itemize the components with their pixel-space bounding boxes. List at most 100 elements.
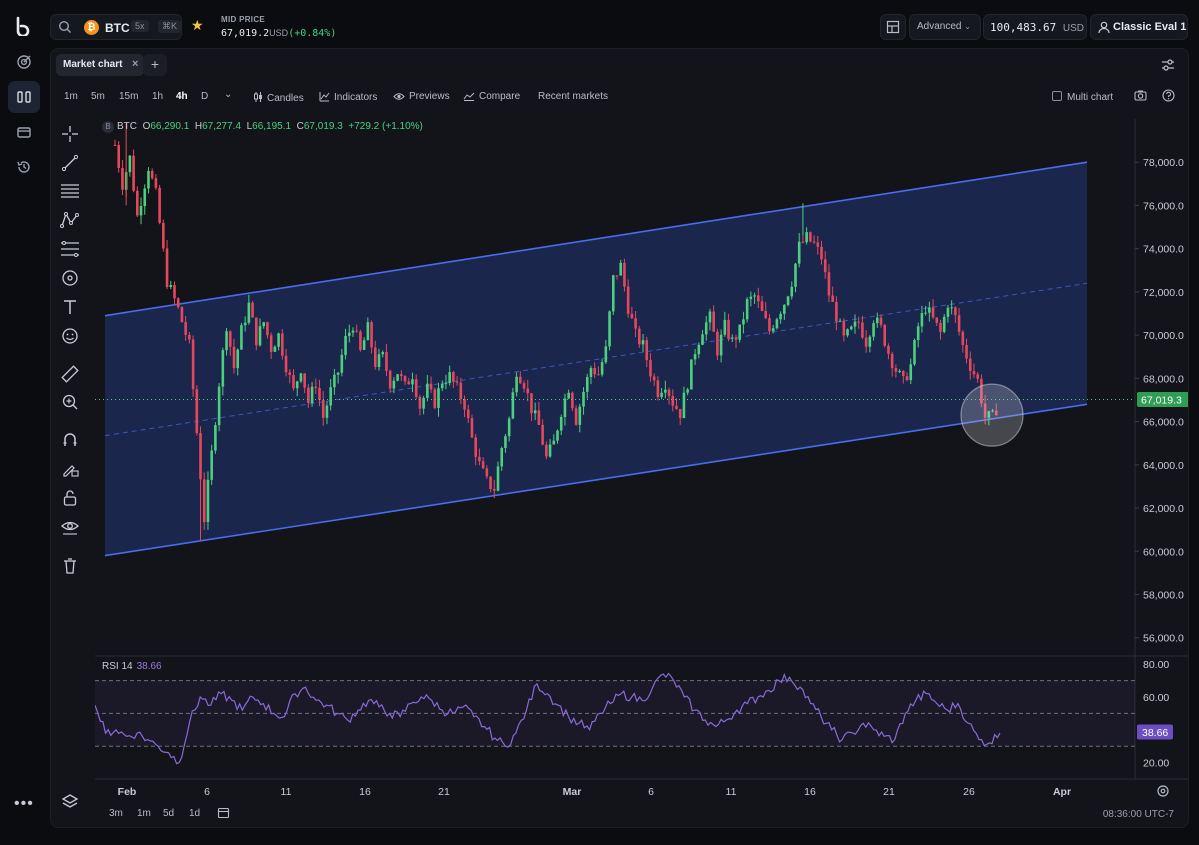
zoom-in-icon[interactable] [59,391,81,413]
balance-value: 100,483.67 [990,21,1057,34]
candle-body [820,246,823,260]
chart-area[interactable]: 56,000.0 58,000.0 60,000.0 62,000.0 64,000.0… [90,119,1189,827]
logo-icon[interactable] [14,16,34,36]
rail-target-button[interactable] [8,46,40,78]
add-tab-button[interactable]: + [143,54,167,76]
candle-body [329,387,332,406]
compare-button[interactable]: Compare [463,91,520,102]
candle-body [113,144,117,146]
candle-body [760,301,764,311]
range-1m[interactable]: 1m [137,808,151,819]
candle-body [139,206,143,216]
candle-body [251,302,254,318]
multi-chart-checkbox[interactable] [1052,91,1062,101]
ruler-icon[interactable] [59,363,81,385]
candle-body [448,372,451,384]
candle-body [645,340,649,361]
magnet-icon[interactable] [59,429,81,451]
price-tick-label: 60,000.0 [1143,546,1184,558]
candle-body [388,370,392,389]
close-icon[interactable]: × [132,58,139,70]
candle-body [909,364,913,381]
crosshair-icon[interactable] [59,123,81,145]
candle-body [585,377,589,392]
more-icon[interactable]: ••• [14,795,34,812]
timeframe-15m[interactable]: 15m [119,91,139,102]
previews-button[interactable]: Previews [393,91,450,102]
ohlc-close-label: C [296,121,304,132]
candle-body [333,374,336,388]
price-tick-label: 64,000.0 [1143,460,1184,472]
layers-icon[interactable] [59,791,81,813]
account-button[interactable]: Classic Eval 1 [1090,14,1188,40]
visibility-icon[interactable] [59,516,81,538]
indicators-button[interactable]: Indicators [319,91,377,103]
candle-body [269,335,273,352]
candles-label: Candles [267,93,304,104]
candle-body [671,395,675,406]
fib-levels-icon[interactable] [59,238,81,260]
market-search[interactable]: ₿ BTC 5x ⌘K [50,14,182,40]
recent-markets-button[interactable]: Recent markets [538,91,609,102]
favorite-star-icon[interactable]: ★ [191,17,204,33]
rail-trade-button[interactable] [8,81,40,113]
candle-body [619,262,623,276]
draw-lock-icon[interactable] [59,458,81,480]
candle-body [809,232,812,242]
candle-body [474,437,477,457]
emoji-icon[interactable] [59,325,81,347]
candle-body [634,318,637,329]
rail-history-button[interactable] [8,151,40,183]
range-3m[interactable]: 3m [109,808,123,819]
candle-body [277,333,280,347]
candle-body [961,331,965,346]
multi-chart-toggle[interactable]: Multi chart [1052,91,1113,103]
range-1d[interactable]: 1d [189,808,201,819]
trash-icon[interactable] [59,555,81,577]
layout-button[interactable] [880,14,906,40]
sliders-icon[interactable] [1160,57,1176,73]
timeframe-1h[interactable]: 1h [152,91,164,102]
timeframe-5m[interactable]: 5m [91,91,105,102]
candle-body [496,466,500,491]
date-range-icon[interactable] [217,806,230,822]
horizontal-lines-icon[interactable] [59,180,81,202]
mode-select[interactable]: Advanced ⌄ [909,14,981,40]
text-icon[interactable] [59,296,81,318]
timeframe-4h[interactable]: 4h [176,91,188,102]
pattern-icon[interactable] [59,209,81,231]
candles-button[interactable]: Candles [253,91,304,104]
candle-body [611,275,615,312]
candle-body [136,190,139,216]
time-tick-label: 11 [726,786,737,798]
chart-panel: Market chart × + 1m 5m 15m 1h 4h D ⌄ Can… [50,48,1189,828]
candle-body [916,326,920,341]
camera-icon[interactable] [1134,89,1147,104]
help-icon[interactable] [1162,89,1175,105]
lock-icon[interactable] [59,487,81,509]
candle-body [132,155,135,191]
range-5d[interactable]: 5d [163,808,175,819]
candle-body [794,263,797,287]
candle-body [991,410,994,412]
ohlc-low-label: L [246,121,253,132]
rail-wallet-button[interactable] [8,116,40,148]
price-chart[interactable]: 56,000.0 58,000.0 60,000.0 62,000.0 64,000.0… [90,119,1189,819]
candle-body [987,411,991,418]
axis-settings-icon[interactable] [1157,785,1169,797]
candle-body [355,330,359,332]
balance-unit: USD [1062,23,1084,34]
candle-body [801,241,805,243]
candle-body [902,370,905,377]
timeframe-more-chevron-icon[interactable]: ⌄ [224,89,233,100]
prediction-icon[interactable] [59,267,81,289]
candle-body [716,331,719,356]
timeframe-1m[interactable]: 1m [64,91,78,102]
tab-market-chart[interactable]: Market chart × [56,54,145,76]
candle-body [835,301,838,322]
timeframe-d[interactable]: D [201,91,209,102]
mid-price-change: (+0.84%) [288,28,337,39]
candle-body [779,313,782,320]
trend-line-icon[interactable] [59,152,81,174]
candle-body [626,286,630,314]
